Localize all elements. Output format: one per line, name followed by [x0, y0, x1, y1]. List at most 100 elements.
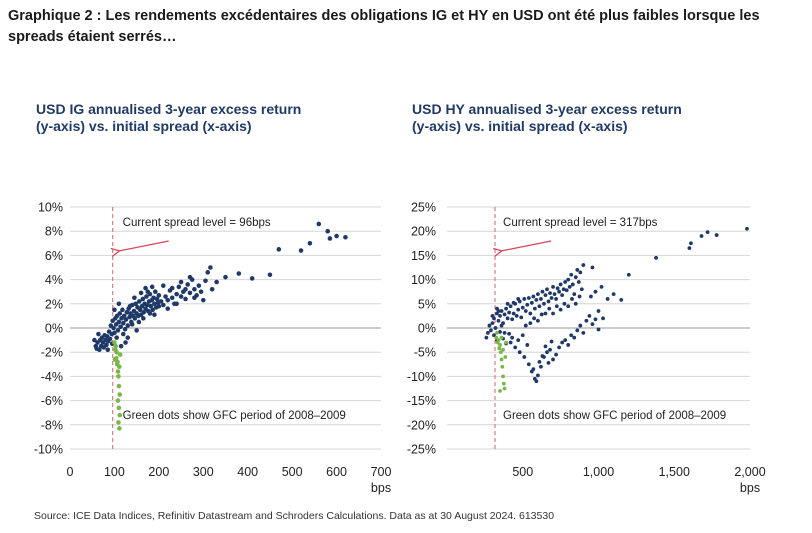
- ig-data-point: [112, 308, 117, 313]
- ig-y-tick-label: 10%: [38, 201, 63, 215]
- ig-x-tick-label: 500: [282, 465, 303, 479]
- hy-data-point: [534, 298, 538, 302]
- hy-gfc-data-point: [497, 346, 501, 350]
- hy-data-point: [516, 338, 520, 342]
- hy-y-tick-label: -15%: [407, 394, 436, 408]
- hy-data-point: [548, 348, 552, 352]
- hy-data-point: [578, 270, 582, 274]
- hy-data-point: [597, 328, 601, 332]
- ig-data-point: [179, 280, 184, 285]
- ig-data-point: [177, 285, 182, 290]
- hy-data-point: [580, 287, 584, 291]
- ig-gfc-label: Green dots show GFC period of 2008–2009: [123, 410, 346, 422]
- ig-data-point: [128, 304, 133, 309]
- hy-y-tick-label: 20%: [411, 225, 436, 239]
- ig-y-tick-label: -4%: [41, 370, 63, 384]
- hy-data-point: [551, 312, 555, 316]
- ig-data-point: [119, 344, 124, 349]
- ig-data-point: [137, 320, 142, 325]
- hy-data-point: [533, 307, 537, 311]
- ig-y-tick-label: -8%: [41, 418, 63, 432]
- ig-data-point: [157, 293, 162, 298]
- hy-data-point: [491, 314, 495, 318]
- ig-gfc-data-point: [116, 369, 121, 374]
- ig-y-tick-label: 4%: [45, 273, 63, 287]
- hy-data-point: [551, 285, 555, 289]
- hy-gfc-data-point: [503, 387, 507, 391]
- ig-data-point: [192, 295, 197, 300]
- ig-data-point: [197, 283, 202, 288]
- ig-gfc-data-point: [117, 384, 122, 389]
- ig-y-tick-label: 8%: [45, 225, 63, 239]
- hy-data-point: [574, 275, 578, 279]
- hy-data-point: [506, 316, 510, 320]
- hy-data-point: [522, 297, 526, 301]
- hy-data-point: [539, 297, 543, 301]
- ig-current-spread-arrow: [119, 241, 169, 251]
- hy-gfc-data-point: [501, 348, 505, 352]
- ig-data-point: [153, 289, 158, 294]
- hy-gfc-data-point: [500, 358, 504, 362]
- ig-y-tick-label: -2%: [41, 346, 63, 360]
- hy-y-tick-label: 15%: [411, 249, 436, 263]
- ig-gfc-data-point: [117, 364, 122, 369]
- hy-data-point: [522, 355, 526, 359]
- hy-data-point: [571, 283, 575, 287]
- hy-data-point: [545, 287, 549, 291]
- ig-data-point: [152, 312, 157, 317]
- hy-data-point: [498, 314, 502, 318]
- hy-current-spread-arrow: [501, 241, 551, 251]
- ig-y-tick-label: -10%: [34, 443, 63, 457]
- hy-data-point: [563, 280, 567, 284]
- hy-data-point: [566, 304, 570, 308]
- ig-data-point: [317, 222, 322, 227]
- ig-gfc-data-point: [117, 392, 122, 397]
- hy-data-point: [486, 331, 490, 335]
- hy-data-point: [524, 324, 528, 328]
- hy-data-point: [559, 283, 563, 287]
- hy-gfc-data-point: [500, 336, 504, 340]
- ig-data-point: [157, 304, 162, 309]
- hy-data-point: [534, 379, 538, 383]
- hy-gfc-data-point: [495, 331, 499, 335]
- hy-y-tick-label: 25%: [411, 201, 436, 215]
- ig-data-point: [201, 298, 206, 303]
- ig-data-point: [174, 302, 179, 307]
- ig-current-spread-label: Current spread level = 96bps: [123, 217, 271, 229]
- ig-scatter-chart: 10% 8% 6% 4% 2% 0% -2% -4% -6% -8% -10% 0 100 200 300 4…: [34, 201, 392, 496]
- ig-data-point: [108, 337, 113, 342]
- hy-gfc-data-point: [501, 375, 505, 379]
- hy-data-point: [569, 333, 573, 337]
- hy-data-point: [572, 336, 576, 340]
- hy-data-point: [557, 345, 561, 349]
- hy-data-point: [507, 332, 511, 336]
- hy-y-tick-label: 0%: [418, 322, 436, 336]
- hy-data-point: [544, 293, 548, 297]
- ig-gfc-data-point: [117, 406, 122, 411]
- ig-series-main: [92, 222, 348, 352]
- ig-data-point: [96, 332, 101, 337]
- hy-data-point: [536, 292, 540, 296]
- hy-data-point: [530, 301, 534, 305]
- hy-data-point: [575, 268, 579, 272]
- hy-data-point: [509, 341, 513, 345]
- hy-data-point: [715, 233, 719, 237]
- hy-data-point: [510, 336, 514, 340]
- hy-gfc-data-point: [502, 382, 506, 386]
- ig-data-point: [343, 235, 348, 240]
- hy-data-point: [594, 290, 598, 294]
- hy-data-point: [570, 297, 574, 301]
- hy-data-point: [512, 312, 516, 316]
- hy-series-main: [484, 227, 748, 383]
- hy-data-point: [560, 293, 564, 297]
- hy-data-point: [528, 321, 532, 325]
- hy-x-unit-label: bps: [740, 481, 760, 495]
- hy-data-point: [554, 353, 558, 357]
- ig-data-point: [170, 295, 175, 300]
- ig-data-point: [237, 271, 242, 276]
- ig-data-point: [334, 234, 339, 239]
- hy-data-point: [536, 374, 540, 378]
- hy-data-point: [527, 296, 531, 300]
- hy-data-point: [547, 299, 551, 303]
- hy-data-point: [544, 344, 548, 348]
